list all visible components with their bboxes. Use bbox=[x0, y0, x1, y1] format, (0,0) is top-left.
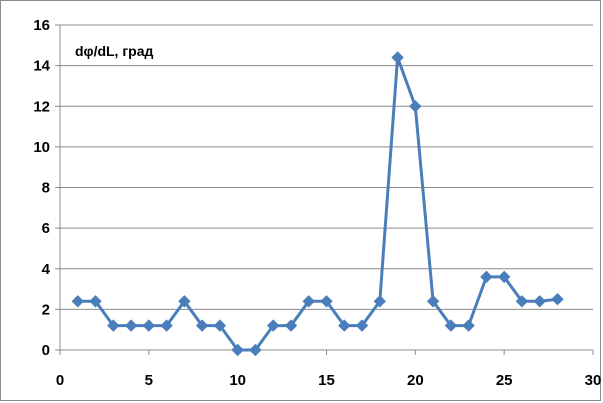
x-tick-label-5: 25 bbox=[496, 372, 513, 389]
data-point-0-16 bbox=[355, 319, 369, 332]
y-tick-label-1: 2 bbox=[42, 301, 50, 318]
series-plot bbox=[71, 51, 564, 357]
y-tick-label-2: 4 bbox=[42, 261, 51, 278]
data-point-0-15 bbox=[338, 319, 351, 332]
data-point-0-10 bbox=[249, 343, 262, 357]
data-point-0-25 bbox=[515, 295, 529, 308]
y-tick-label-0: 0 bbox=[42, 342, 50, 359]
x-tick-label-0: 0 bbox=[56, 372, 64, 389]
data-point-0-0 bbox=[71, 295, 85, 308]
y-tick-label-5: 10 bbox=[33, 139, 50, 156]
data-point-0-5 bbox=[160, 319, 173, 332]
x-tick-label-1: 5 bbox=[145, 372, 153, 389]
data-point-0-2 bbox=[107, 319, 120, 332]
y-tick-label-7: 14 bbox=[33, 58, 50, 75]
x-tick-label-4: 20 bbox=[407, 372, 424, 389]
data-point-0-12 bbox=[284, 319, 298, 332]
tick-labels: 0 2 4 6 8 10 12 14 16 0 5 10 15 20 25 30 bbox=[33, 17, 601, 389]
data-point-0-19 bbox=[409, 100, 422, 113]
data-point-0-1 bbox=[89, 295, 102, 308]
x-tick-label-6: 30 bbox=[585, 372, 602, 389]
y-tick-label-6: 12 bbox=[33, 98, 50, 115]
y-tick-label-3: 6 bbox=[42, 220, 50, 237]
data-point-0-22 bbox=[462, 319, 475, 332]
data-point-0-6 bbox=[178, 295, 191, 308]
y-tick-label-4: 8 bbox=[42, 180, 50, 197]
gridlines bbox=[60, 24, 593, 310]
data-point-0-11 bbox=[266, 319, 280, 332]
data-point-0-7 bbox=[195, 319, 209, 332]
data-point-0-3 bbox=[124, 319, 138, 332]
data-point-0-18 bbox=[391, 51, 404, 64]
data-point-0-24 bbox=[497, 270, 511, 284]
data-point-0-8 bbox=[213, 319, 227, 332]
data-point-0-21 bbox=[444, 319, 458, 332]
data-point-0-13 bbox=[302, 295, 315, 308]
y-tick-label-8: 16 bbox=[33, 17, 50, 34]
series-line-0 bbox=[77, 56, 558, 352]
data-point-0-20 bbox=[426, 295, 440, 308]
data-point-0-26 bbox=[533, 295, 546, 308]
y-quantity-annotation: dφ/dL, град bbox=[75, 43, 154, 59]
axes bbox=[55, 24, 594, 355]
x-tick-label-3: 15 bbox=[318, 372, 335, 389]
data-point-0-23 bbox=[480, 270, 493, 284]
data-point-0-4 bbox=[142, 319, 156, 332]
data-point-0-14 bbox=[320, 295, 333, 308]
data-point-0-27 bbox=[551, 292, 564, 306]
data-point-0-17 bbox=[373, 295, 387, 308]
data-point-0-9 bbox=[231, 343, 244, 357]
x-tick-label-2: 10 bbox=[229, 372, 246, 389]
